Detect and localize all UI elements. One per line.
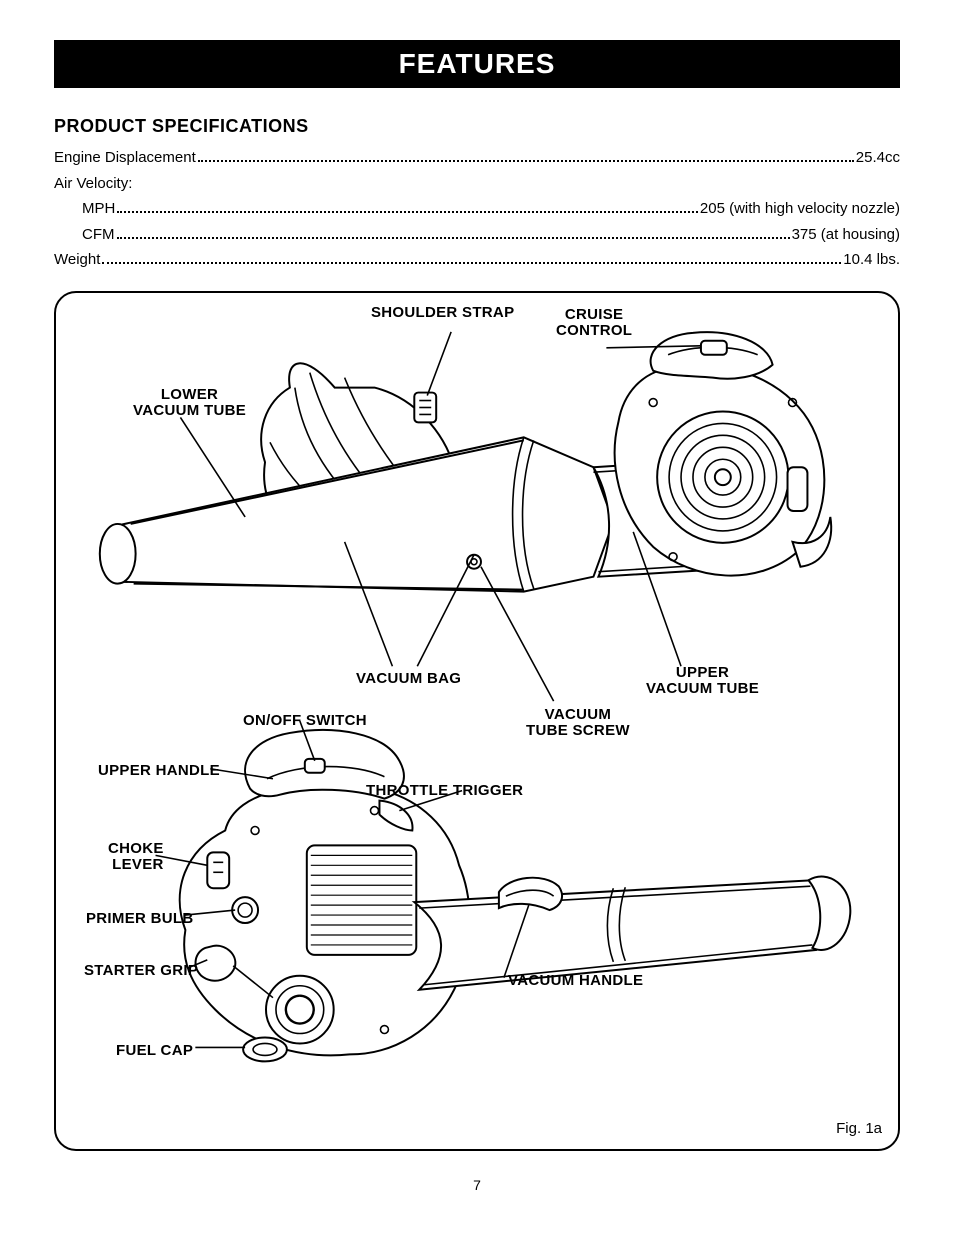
spec-row-weight: Weight 10.4 lbs. xyxy=(54,247,900,273)
spec-row-engine: Engine Displacement 25.4cc xyxy=(54,145,900,171)
callout-vacuum-bag: VACUUM BAG xyxy=(356,671,461,688)
callout-starter-grip: STARTER GRIP xyxy=(84,963,198,980)
spec-engine-label: Engine Displacement xyxy=(54,145,196,171)
callout-choke-lever: CHOKELEVER xyxy=(108,841,164,874)
spec-weight-value: 10.4 lbs. xyxy=(843,247,900,273)
spec-row-cfm: CFM 375 (at housing) xyxy=(54,222,900,248)
spec-mph-label: MPH xyxy=(82,196,115,222)
features-banner: FEATURES xyxy=(54,40,900,88)
spec-dots xyxy=(102,252,841,264)
callout-on-off-switch: ON/OFF SWITCH xyxy=(243,713,367,730)
callout-throttle-trigger: THROTTLE TRIGGER xyxy=(366,783,523,800)
figure-label: Fig. 1a xyxy=(836,1120,882,1137)
callout-primer-bulb: PRIMER BULB xyxy=(86,911,193,928)
spec-dots xyxy=(117,201,698,213)
figure-box: SHOULDER STRAP CRUISECONTROL LOWERVACUUM… xyxy=(54,291,900,1151)
callout-upper-handle: UPPER HANDLE xyxy=(98,763,220,780)
callout-vacuum-handle: VACUUM HANDLE xyxy=(508,973,643,990)
spec-weight-label: Weight xyxy=(54,247,100,273)
spec-cfm-value: 375 (at housing) xyxy=(792,222,900,248)
spec-section-title: PRODUCT SPECIFICATIONS xyxy=(54,116,900,137)
spec-dots xyxy=(117,227,790,239)
page-number: 7 xyxy=(54,1177,900,1193)
callout-vacuum-tube-screw: VACUUMTUBE SCREW xyxy=(526,707,630,740)
callout-shoulder-strap: SHOULDER STRAP xyxy=(371,305,514,322)
product-diagram xyxy=(56,293,898,1149)
spec-row-mph: MPH 205 (with high velocity nozzle) xyxy=(54,196,900,222)
callout-lower-vacuum-tube: LOWERVACUUM TUBE xyxy=(133,387,246,420)
callout-upper-vacuum-tube: UPPERVACUUM TUBE xyxy=(646,665,759,698)
spec-engine-value: 25.4cc xyxy=(856,145,900,171)
callout-cruise-control: CRUISECONTROL xyxy=(556,307,632,340)
spec-dots xyxy=(198,150,854,162)
spec-mph-value: 205 (with high velocity nozzle) xyxy=(700,196,900,222)
spec-air-velocity-header: Air Velocity: xyxy=(54,171,900,197)
spec-cfm-label: CFM xyxy=(82,222,115,248)
callout-fuel-cap: FUEL CAP xyxy=(116,1043,193,1060)
